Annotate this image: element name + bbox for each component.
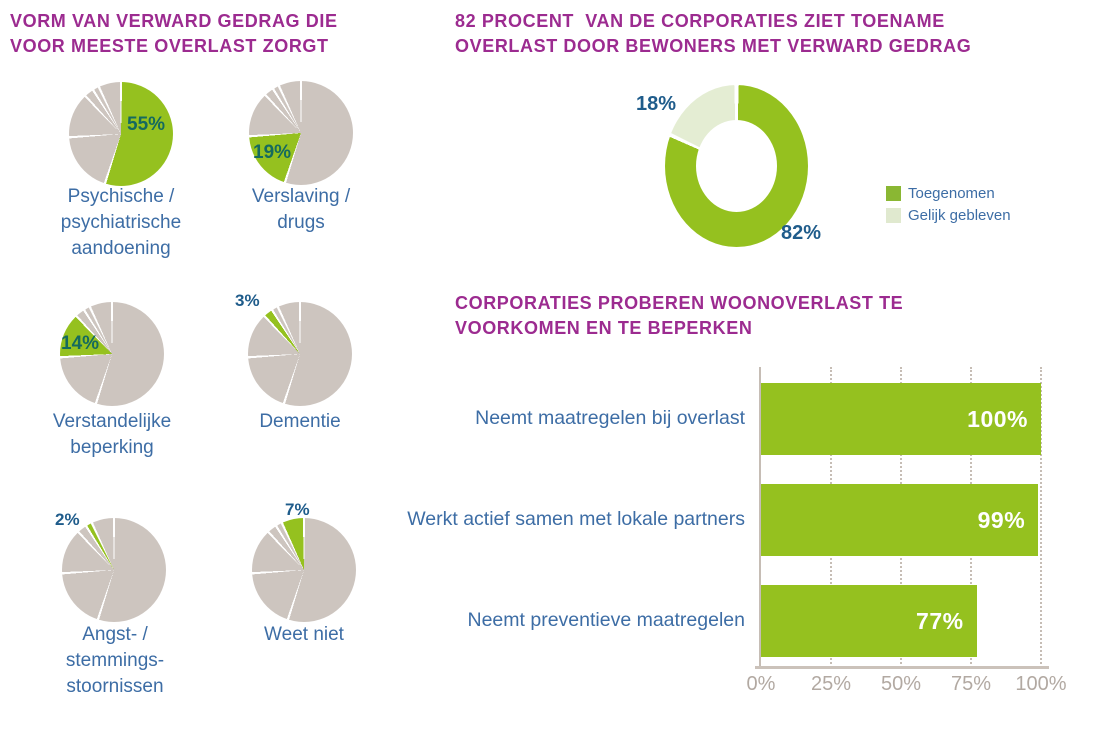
- pie-value-angst: 2%: [55, 510, 80, 529]
- pie-caption-verstandelijke: Verstandelijke beperking: [52, 411, 172, 458]
- x-tick-50: 50%: [880, 673, 922, 695]
- section-title-maatregelen: CORPORATIES PROBEREN WOONOVERLAST TE VOO…: [455, 293, 904, 338]
- pie-chart-verstandelijke: [60, 302, 164, 406]
- bar-value-99: 99%: [977, 506, 1026, 533]
- x-tick-25: 25%: [810, 673, 852, 695]
- bar-label-lokale-partners: Werkt actief samen met lokale partners: [407, 508, 745, 530]
- pie-chart-weet-niet: [252, 518, 356, 622]
- bar-value-100: 100%: [967, 405, 1028, 432]
- donut-value-toegenomen: 82%: [781, 222, 822, 244]
- pie-value-verstandelijke: 14%: [61, 333, 100, 354]
- x-axis-line: [755, 666, 1049, 669]
- legend-swatch-gelijk: [886, 208, 901, 223]
- x-tick-0: 0%: [746, 673, 776, 695]
- pie-caption-angst: Angst- / stemmings- stoornissen: [65, 624, 165, 697]
- y-axis-line: [759, 367, 761, 668]
- pie-caption-psychische: Psychische / psychiatrische aandoening: [60, 186, 182, 259]
- pie-chart-dementie: [248, 302, 352, 406]
- donut-value-gelijk: 18%: [636, 93, 677, 115]
- gridline-100: [1040, 367, 1042, 668]
- pie-caption-verslaving: Verslaving / drugs: [251, 186, 351, 233]
- x-tick-75: 75%: [950, 673, 992, 695]
- x-tick-100: 100%: [1015, 673, 1067, 695]
- pie-value-weet-niet: 7%: [285, 500, 310, 519]
- pie-chart-psychische: [69, 82, 173, 186]
- bar-chart-maatregelen: 100% 99% 77% 0% 25% 50% 75% 100%: [747, 367, 1067, 695]
- bar-label-preventief: Neemt preventieve maatregelen: [467, 609, 746, 631]
- pie-value-dementie: 3%: [235, 291, 260, 310]
- bar-label-maatregelen-overlast: Neemt maatregelen bij overlast: [475, 407, 745, 429]
- bar-maatregelen-overlast: 100%: [761, 383, 1041, 455]
- pie-caption-weet-niet: Weet niet: [264, 624, 344, 645]
- section-title-verward-gedrag: VORM VAN VERWARD GEDRAG DIE VOOR MEESTE …: [10, 11, 338, 56]
- pie-chart-angst: [62, 518, 166, 622]
- legend-swatch-toegenomen: [886, 186, 901, 201]
- legend-label-toegenomen: Toegenomen: [908, 185, 995, 202]
- donut-chart-toename: [665, 85, 808, 247]
- pie-value-verslaving: 19%: [253, 142, 292, 163]
- pie-value-psychische: 55%: [127, 114, 166, 135]
- pie-caption-dementie: Dementie: [259, 411, 341, 432]
- donut-hole: [696, 120, 777, 212]
- bar-lokale-partners: 99%: [761, 484, 1039, 556]
- bar-value-77: 77%: [916, 607, 964, 634]
- section-title-toename: 82 PROCENT VAN DE CORPORATIES ZIET TOENA…: [455, 11, 972, 56]
- pie-chart-verslaving: [249, 81, 353, 185]
- legend-label-gelijk: Gelijk gebleven: [908, 207, 1011, 224]
- bar-preventief: 77%: [761, 585, 977, 657]
